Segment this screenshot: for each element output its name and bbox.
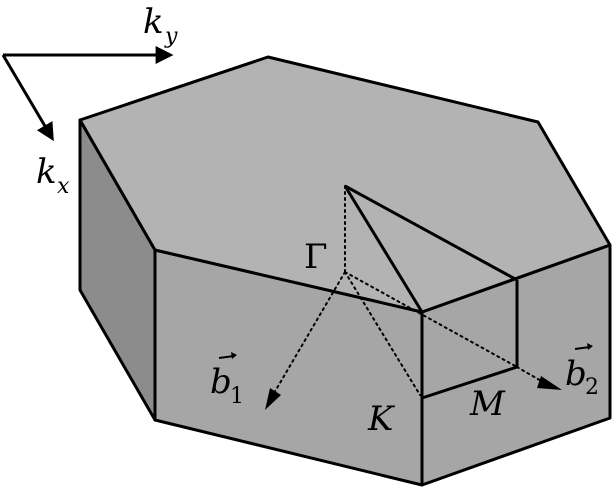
dotted-gamma-to-m [344, 271, 518, 368]
b1-label: b [210, 362, 232, 402]
wedge-edge-gamma-k [343, 185, 424, 313]
b2-vector-arrow-shaft [574, 346, 591, 350]
gamma-label: Γ [304, 237, 328, 277]
kx-axis-line [1, 54, 54, 142]
dotted-guides [269, 185, 551, 401]
m-point-label: M [469, 384, 506, 424]
dotted-gamma-to-k [344, 271, 421, 396]
k-point-label: K [367, 399, 396, 439]
b1-subscript: 1 [230, 384, 244, 409]
wedge-edge-k-m-bottom [421, 365, 518, 400]
b2-vector-arrow-icon [574, 343, 593, 350]
b1-arrowhead [265, 388, 281, 410]
b2-label: b [565, 354, 587, 394]
ky-label: k [143, 2, 164, 42]
b2-vector-arrow-tip [587, 343, 593, 350]
ky-subscript: y [164, 24, 178, 49]
b2-arrowhead [537, 376, 562, 390]
wedge-edge-gamma-m [344, 184, 518, 282]
top-face [78, 55, 612, 314]
b2-subscript: 2 [585, 375, 599, 400]
dotted-b1-vector [269, 271, 346, 401]
b1-vector-arrow-tip [231, 352, 237, 359]
b1-vector-arrow-shaft [218, 355, 235, 359]
coordinate-axes [1, 46, 174, 142]
kx-subscript: x [57, 174, 70, 199]
b1-vector-arrow-icon [218, 352, 237, 359]
kx-label: k [36, 152, 57, 192]
